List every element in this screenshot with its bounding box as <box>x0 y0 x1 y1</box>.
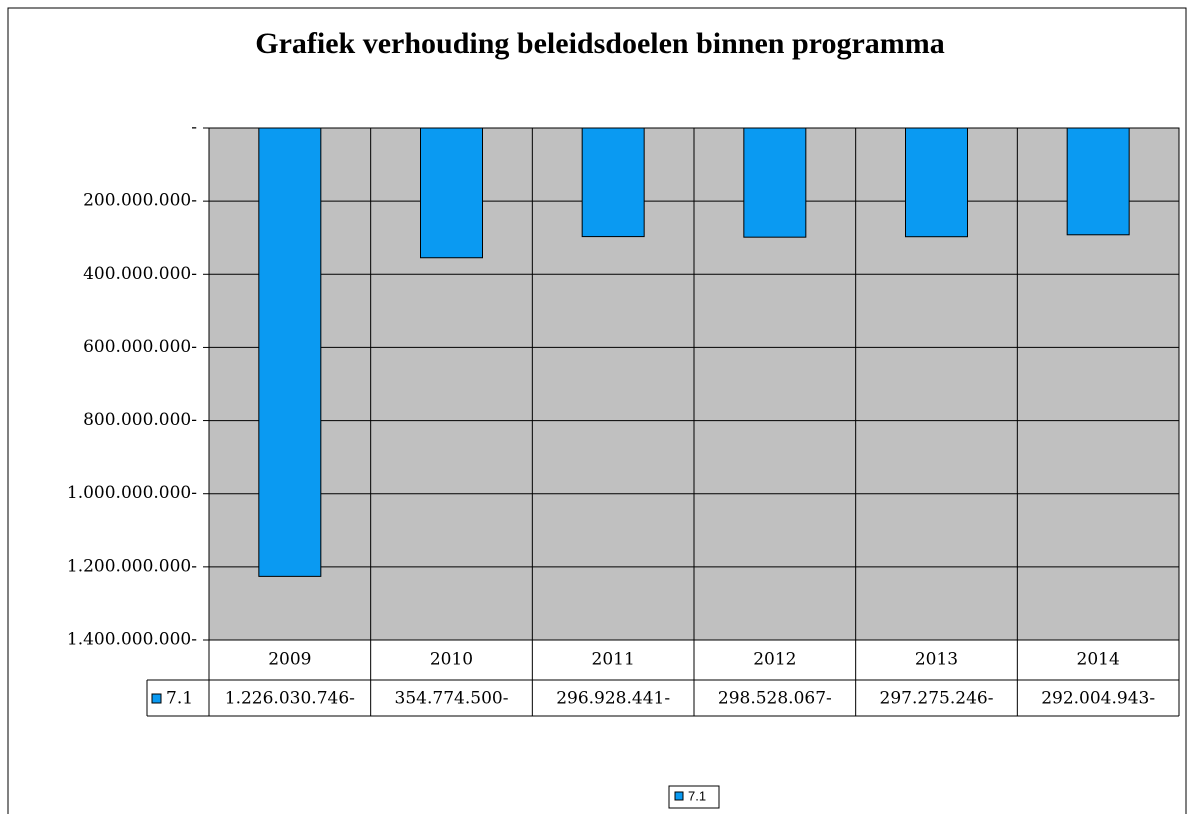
data-table-value: 1.226.030.746- <box>225 689 355 709</box>
data-table-value: 297.275.246- <box>880 689 994 709</box>
x-tick-label: 2014 <box>1077 650 1120 670</box>
x-tick-label: 2013 <box>915 650 958 670</box>
y-tick-label: 600.000.000- <box>83 337 197 357</box>
data-table-value: 296.928.441- <box>556 689 670 709</box>
data-table-value: 292.004.943- <box>1041 689 1155 709</box>
legend-swatch <box>151 693 162 704</box>
x-tick-label: 2009 <box>268 650 311 670</box>
x-tick-label: 2011 <box>592 650 635 670</box>
y-tick-label: 1.400.000.000- <box>67 630 197 650</box>
bar <box>258 127 322 577</box>
y-tick-label: - <box>191 118 197 138</box>
bar <box>581 127 645 238</box>
legend-label: 7.1 <box>688 788 706 803</box>
x-tick-label: 2010 <box>430 650 473 670</box>
bar <box>1066 127 1130 236</box>
bar <box>420 127 483 259</box>
y-tick-label: 800.000.000- <box>83 410 197 430</box>
data-table-value: 298.528.067- <box>718 689 832 709</box>
bar <box>905 127 968 238</box>
y-tick-label: 1.000.000.000- <box>67 483 197 503</box>
bar <box>743 127 807 238</box>
data-table-value: 354.774.500- <box>395 689 509 709</box>
chart-title: Grafiek verhouding beleidsdoelen binnen … <box>255 27 945 60</box>
x-tick-label: 2012 <box>753 650 796 670</box>
legend-swatch <box>674 791 684 801</box>
legend-label: 7.1 <box>166 689 193 709</box>
y-tick-label: 200.000.000- <box>83 191 197 211</box>
y-tick-label: 1.200.000.000- <box>67 556 197 576</box>
y-tick-label: 400.000.000- <box>83 264 197 284</box>
